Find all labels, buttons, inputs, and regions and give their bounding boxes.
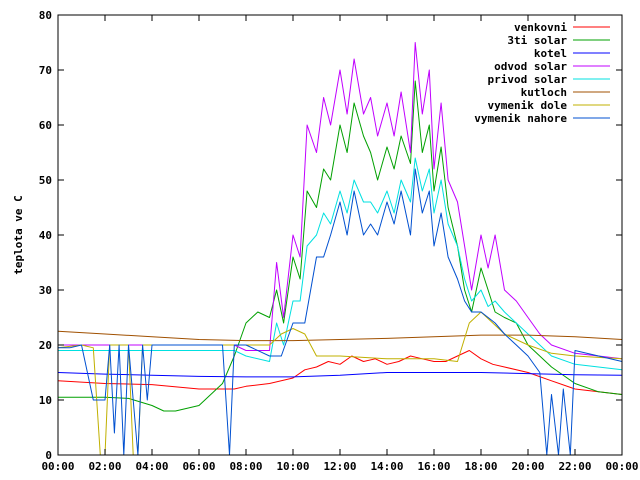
legend-label-7: vymenik nahore — [474, 112, 567, 125]
series-line-2 — [57, 372, 623, 378]
x-tick-label-1: 02:00 — [88, 460, 121, 473]
series-line-5 — [57, 330, 623, 342]
y-tick-label-1: 10 — [39, 394, 52, 407]
series-line-3 — [58, 42, 623, 360]
y-tick-label-6: 60 — [39, 119, 52, 132]
x-tick-label-7: 14:00 — [370, 460, 403, 473]
series-line-4 — [58, 157, 623, 371]
x-tick-label-4: 08:00 — [229, 460, 262, 473]
y-tick-label-7: 70 — [39, 64, 52, 77]
y-tick-label-3: 30 — [39, 284, 52, 297]
x-tick-label-2: 04:00 — [135, 460, 168, 473]
series-line-7 — [58, 168, 623, 456]
legend-label-4: privod solar — [488, 73, 568, 86]
legend-label-3: odvod solar — [494, 60, 567, 73]
y-tick-label-2: 20 — [39, 339, 52, 352]
y-axis-title: teplota ve C — [12, 195, 25, 274]
y-tick-label-0: 0 — [45, 449, 52, 462]
legend-label-5: kutloch — [521, 86, 567, 99]
series-layer — [57, 42, 623, 456]
y-tick-label-4: 40 — [39, 229, 52, 242]
ticks-layer: 00:00 02:00 04:00 06:00 08:00 10:00 12:00 14:00… — [39, 9, 639, 473]
x-tick-label-5: 10:00 — [276, 460, 309, 473]
legend-label-1: 3ti solar — [507, 34, 567, 47]
series-line-0 — [57, 350, 623, 395]
x-tick-label-3: 06:00 — [182, 460, 215, 473]
legend-label-6: vymenik dole — [488, 99, 568, 112]
x-tick-label-9: 18:00 — [464, 460, 497, 473]
legend-label-2: kotel — [534, 47, 567, 60]
y-tick-label-5: 50 — [39, 174, 52, 187]
x-tick-label-11: 22:00 — [558, 460, 591, 473]
legend-label-0: venkovni — [514, 21, 567, 34]
x-tick-label-6: 12:00 — [323, 460, 356, 473]
x-tick-label-10: 20:00 — [511, 460, 544, 473]
x-tick-label-12: 00:00 — [605, 460, 638, 473]
x-tick-label-0: 00:00 — [41, 460, 74, 473]
x-tick-label-8: 16:00 — [417, 460, 450, 473]
y-tick-label-8: 80 — [39, 9, 52, 22]
